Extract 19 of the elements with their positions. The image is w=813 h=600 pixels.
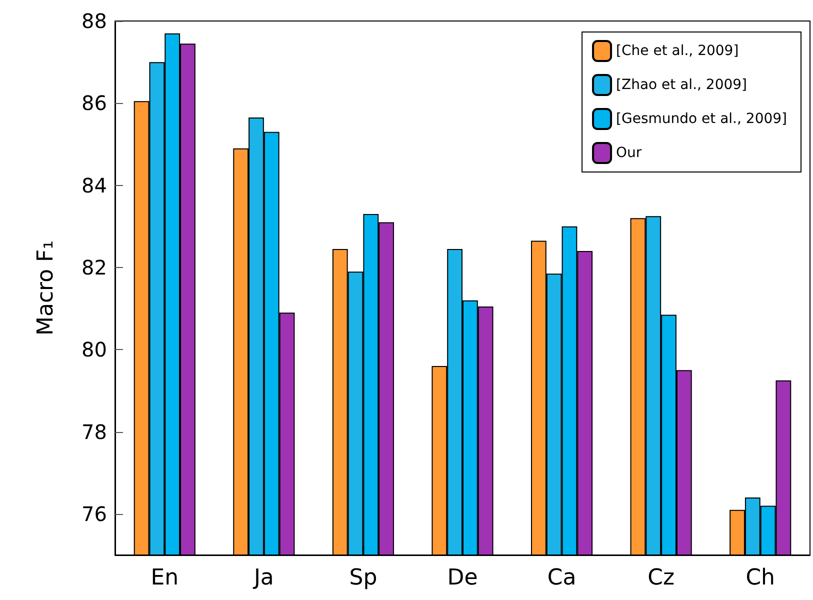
x-tick-label: De [447, 566, 478, 590]
y-tick-label: 88 [82, 9, 107, 33]
x-tick-label: Cz [648, 566, 675, 590]
y-axis-title: Macro F₁ [34, 240, 58, 336]
y-tick-label: 80 [82, 338, 107, 362]
y-tick-label: 82 [82, 255, 107, 280]
y-tick-label: 84 [82, 173, 107, 198]
x-tick-label: Sp [349, 566, 378, 590]
y-tick-label: 76 [82, 502, 107, 526]
legend-label: [Gesmundo et al., 2009] [616, 111, 787, 127]
y-tick-label: 78 [82, 420, 107, 444]
x-tick-label: Ca [547, 566, 576, 590]
y-tick-label: 86 [82, 91, 107, 116]
x-tick-label: Ja [252, 566, 274, 590]
legend-label: [Zhao et al., 2009] [616, 77, 748, 93]
x-tick-label: Ch [746, 566, 776, 590]
legend-label: Our [616, 145, 642, 161]
x-tick-label: En [150, 566, 179, 590]
legend-label: [Che et al., 2009] [616, 43, 739, 59]
